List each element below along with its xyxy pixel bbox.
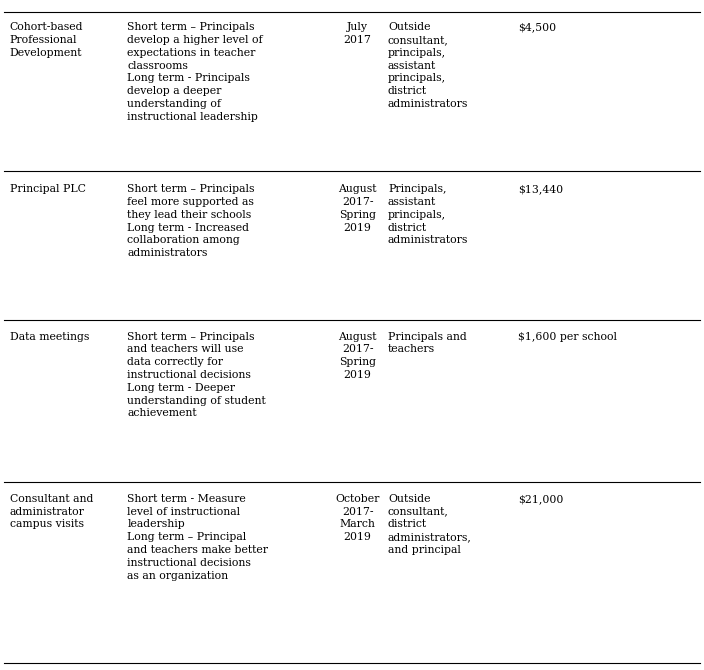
Text: $13,440: $13,440 (518, 184, 563, 194)
Text: Short term - Measure
level of instructional
leadership
Long term – Principal
and: Short term - Measure level of instructio… (127, 494, 268, 581)
Text: Data meetings: Data meetings (10, 332, 89, 342)
Text: October
2017-
March
2019: October 2017- March 2019 (335, 494, 380, 542)
Text: Cohort-based
Professional
Development: Cohort-based Professional Development (10, 22, 83, 58)
Text: Consultant and
administrator
campus visits: Consultant and administrator campus visi… (10, 494, 93, 529)
Text: July
2017: July 2017 (344, 22, 372, 45)
Text: $1,600 per school: $1,600 per school (518, 332, 617, 342)
Text: August
2017-
Spring
2019: August 2017- Spring 2019 (339, 332, 377, 380)
Text: August
2017-
Spring
2019: August 2017- Spring 2019 (339, 184, 377, 232)
Text: Short term – Principals
and teachers will use
data correctly for
instructional d: Short term – Principals and teachers wil… (127, 332, 266, 419)
Text: Principal PLC: Principal PLC (10, 184, 86, 194)
Text: $4,500: $4,500 (518, 22, 556, 32)
Text: Principals,
assistant
principals,
district
administrators: Principals, assistant principals, distri… (388, 184, 468, 245)
Text: Short term – Principals
feel more supported as
they lead their schools
Long term: Short term – Principals feel more suppor… (127, 184, 255, 258)
Text: Principals and
teachers: Principals and teachers (388, 332, 467, 354)
Text: Short term – Principals
develop a higher level of
expectations in teacher
classr: Short term – Principals develop a higher… (127, 22, 263, 122)
Text: $21,000: $21,000 (518, 494, 563, 504)
Text: Outside
consultant,
district
administrators,
and principal: Outside consultant, district administrat… (388, 494, 472, 555)
Text: Outside
consultant,
principals,
assistant
principals,
district
administrators: Outside consultant, principals, assistan… (388, 22, 468, 109)
